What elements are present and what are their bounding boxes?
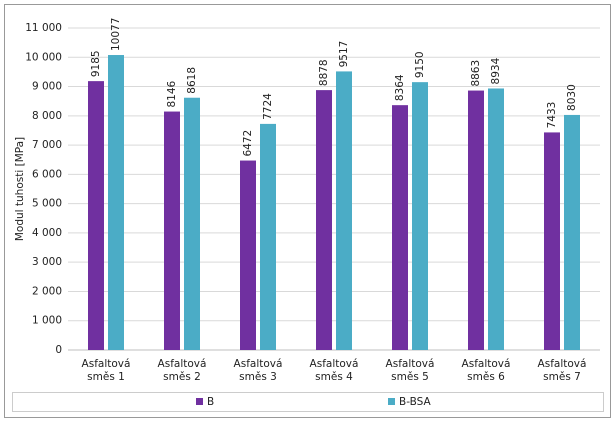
bar	[260, 123, 276, 350]
data-label: 9517	[338, 41, 350, 68]
bar	[488, 88, 504, 351]
data-label: 8863	[470, 60, 482, 87]
data-label: 6472	[242, 130, 254, 157]
bar	[88, 81, 104, 350]
y-tick-label: 7 000	[32, 139, 62, 151]
bar	[564, 114, 580, 350]
data-label: 7724	[262, 93, 274, 120]
data-label: 8364	[394, 74, 406, 101]
bar	[316, 90, 332, 350]
y-tick-label: 4 000	[32, 227, 62, 239]
bar	[184, 97, 200, 351]
bar	[412, 82, 428, 351]
x-tick-label: Asfaltová směs 3	[233, 358, 283, 383]
bar	[468, 90, 484, 350]
data-label: 7433	[546, 102, 558, 129]
data-label: 8934	[490, 57, 502, 84]
y-tick-label: 9 000	[32, 81, 62, 93]
legend-marker	[196, 398, 203, 405]
x-tick-label: Asfaltová směs 1	[81, 358, 131, 383]
y-tick-label: 6 000	[32, 168, 62, 180]
legend-box	[12, 392, 604, 412]
x-tick-label: Asfaltová směs 6	[461, 358, 511, 383]
data-label: 9150	[414, 51, 426, 78]
legend-marker	[388, 398, 395, 405]
x-tick-label: Asfaltová směs 4	[309, 358, 359, 383]
data-label: 10077	[110, 18, 122, 51]
legend-label: B	[207, 396, 214, 408]
bar	[108, 55, 124, 350]
data-label: 8618	[186, 67, 198, 94]
data-label: 8146	[166, 81, 178, 108]
y-tick-label: 8 000	[32, 110, 62, 122]
bar	[164, 111, 180, 350]
y-tick-label: 2 000	[32, 285, 62, 297]
y-tick-label: 3 000	[32, 256, 62, 268]
y-tick-label: 10 000	[25, 51, 62, 63]
bar	[240, 160, 256, 350]
x-tick-label: Asfaltová směs 7	[537, 358, 587, 383]
bar	[336, 71, 352, 351]
data-label: 8878	[318, 59, 330, 86]
y-tick-label: 11 000	[25, 22, 62, 34]
y-tick-label: 0	[55, 344, 62, 356]
x-tick-label: Asfaltová směs 5	[385, 358, 435, 383]
bar	[544, 132, 560, 350]
y-axis-label: Modul tuhosti [MPa]	[14, 137, 26, 241]
bar	[392, 105, 408, 351]
legend-label: B-BSA	[399, 396, 431, 408]
data-label: 9185	[90, 50, 102, 77]
data-label: 8030	[566, 84, 578, 111]
x-tick-label: Asfaltová směs 2	[157, 358, 207, 383]
y-tick-label: 5 000	[32, 198, 62, 210]
y-tick-label: 1 000	[32, 315, 62, 327]
chart-border	[4, 4, 611, 418]
